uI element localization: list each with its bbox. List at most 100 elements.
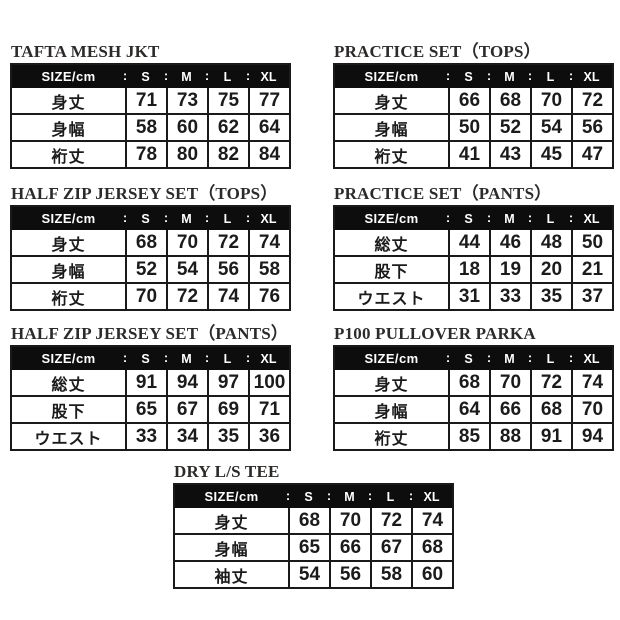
size-value-cell: 75 — [207, 88, 248, 113]
measurement-row: 身幅 58 60 62 64 — [12, 113, 289, 140]
chart-title: HALF ZIP JERSEY SET（PANTS） — [11, 324, 289, 343]
measurement-row: 裄丈 41 43 45 47 — [335, 140, 612, 167]
size-chart-panel-p100-pullover-parka: P100 PULLOVER PARKA SIZE/cm: S: M: L: XL 身丈 68 7… — [333, 324, 614, 451]
size-unit-header: SIZE/cm — [204, 489, 259, 504]
size-value-cell: 94 — [166, 370, 207, 395]
size-value-cell: 69 — [207, 397, 248, 422]
measurement-row: 身幅 52 54 56 58 — [12, 255, 289, 282]
size-value-cell: 67 — [166, 397, 207, 422]
size-value-cell: 71 — [248, 397, 289, 422]
size-value-cell: 70 — [125, 284, 166, 309]
size-column-header: S — [304, 489, 313, 504]
measurement-row: 股下 18 19 20 21 — [335, 255, 612, 282]
measurement-label: 身幅 — [374, 403, 409, 421]
size-value-cell: 21 — [571, 257, 612, 282]
size-unit-header: SIZE/cm — [364, 69, 419, 84]
size-value-cell: 71 — [125, 88, 166, 113]
size-chart-panel-half-zip-jersey-set-tops: HALF ZIP JERSEY SET（TOPS） SIZE/cm: S: M: L: X… — [10, 184, 291, 311]
size-value-cell: 56 — [329, 562, 370, 587]
size-value-cell: 36 — [248, 424, 289, 449]
size-column-header: S — [141, 69, 150, 84]
size-column-header: M — [504, 69, 515, 84]
size-value-cell: 80 — [166, 142, 207, 167]
size-value-cell: 54 — [166, 257, 207, 282]
size-table: SIZE/cm: S: M: L: XL 身丈 68 70 72 74 身幅 64 66 68 70 裄丈 85… — [333, 345, 614, 451]
size-column-header: M — [181, 69, 192, 84]
size-unit-header: SIZE/cm — [364, 351, 419, 366]
size-value-cell: 68 — [530, 397, 571, 422]
measurement-row: 身丈 68 70 72 74 — [175, 508, 452, 533]
size-value-cell: 70 — [166, 230, 207, 255]
table-header-row: SIZE/cm: S: M: L: XL — [335, 65, 612, 88]
measurement-row: 股下 65 67 69 71 — [12, 395, 289, 422]
measurement-row: 袖丈 54 56 58 60 — [175, 560, 452, 587]
chart-title: HALF ZIP JERSEY SET（TOPS） — [11, 184, 278, 203]
size-unit-header: SIZE/cm — [41, 69, 96, 84]
size-value-cell: 18 — [448, 257, 489, 282]
size-value-cell: 31 — [448, 284, 489, 309]
size-value-cell: 74 — [411, 508, 452, 533]
size-value-cell: 88 — [489, 424, 530, 449]
size-column-header: M — [344, 489, 355, 504]
size-value-cell: 56 — [207, 257, 248, 282]
measurement-label: ウエスト — [34, 430, 103, 448]
size-value-cell: 65 — [125, 397, 166, 422]
size-value-cell: 60 — [166, 115, 207, 140]
size-value-cell: 72 — [571, 88, 612, 113]
size-column-header: XL — [260, 211, 277, 226]
size-column-header: L — [223, 69, 232, 84]
size-column-header: S — [464, 211, 473, 226]
size-value-cell: 44 — [448, 230, 489, 255]
size-value-cell: 34 — [166, 424, 207, 449]
size-value-cell: 33 — [125, 424, 166, 449]
size-value-cell: 52 — [489, 115, 530, 140]
size-value-cell: 65 — [288, 535, 329, 560]
size-value-cell: 70 — [530, 88, 571, 113]
size-value-cell: 54 — [530, 115, 571, 140]
size-value-cell: 68 — [125, 230, 166, 255]
size-value-cell: 68 — [489, 88, 530, 113]
measurement-row: 総丈 91 94 97 100 — [12, 370, 289, 395]
size-value-cell: 67 — [370, 535, 411, 560]
size-value-cell: 60 — [411, 562, 452, 587]
measurement-row: 身丈 68 70 72 74 — [12, 230, 289, 255]
measurement-row: 身丈 68 70 72 74 — [335, 370, 612, 395]
size-column-header: XL — [583, 351, 600, 366]
table-header-row: SIZE/cm: S: M: L: XL — [12, 65, 289, 88]
size-value-cell: 66 — [489, 397, 530, 422]
size-value-cell: 74 — [571, 370, 612, 395]
size-value-cell: 33 — [489, 284, 530, 309]
table-header-row: SIZE/cm: S: M: L: XL — [12, 347, 289, 370]
size-value-cell: 64 — [448, 397, 489, 422]
size-value-cell: 70 — [489, 370, 530, 395]
size-column-header: L — [546, 211, 555, 226]
size-column-header: L — [223, 211, 232, 226]
size-table: SIZE/cm: S: M: L: XL 身丈 68 70 72 74 身幅 65 66 67 68 袖丈 54… — [173, 483, 454, 589]
measurement-label: 身幅 — [51, 121, 86, 139]
measurement-label: 総丈 — [374, 236, 409, 254]
measurement-row: 身幅 64 66 68 70 — [335, 395, 612, 422]
measurement-row: 裄丈 78 80 82 84 — [12, 140, 289, 167]
size-value-cell: 64 — [248, 115, 289, 140]
size-value-cell: 41 — [448, 142, 489, 167]
size-unit-header: SIZE/cm — [41, 211, 96, 226]
size-value-cell: 47 — [571, 142, 612, 167]
size-column-header: L — [223, 351, 232, 366]
size-value-cell: 72 — [370, 508, 411, 533]
size-unit-header: SIZE/cm — [41, 351, 96, 366]
size-value-cell: 97 — [207, 370, 248, 395]
size-value-cell: 46 — [489, 230, 530, 255]
measurement-label: 総丈 — [51, 376, 86, 394]
chart-title: TAFTA MESH JKT — [11, 42, 160, 61]
size-chart-panel-practice-set-tops: PRACTICE SET（TOPS） SIZE/cm: S: M: L: XL 身丈 66 68… — [333, 42, 614, 169]
size-column-header: XL — [583, 211, 600, 226]
size-value-cell: 62 — [207, 115, 248, 140]
size-value-cell: 50 — [571, 230, 612, 255]
size-value-cell: 37 — [571, 284, 612, 309]
size-column-header: M — [181, 211, 192, 226]
size-column-header: XL — [260, 69, 277, 84]
measurement-label: 裄丈 — [374, 430, 409, 448]
size-column-header: L — [546, 351, 555, 366]
size-value-cell: 74 — [207, 284, 248, 309]
chart-title: PRACTICE SET（TOPS） — [334, 42, 541, 61]
